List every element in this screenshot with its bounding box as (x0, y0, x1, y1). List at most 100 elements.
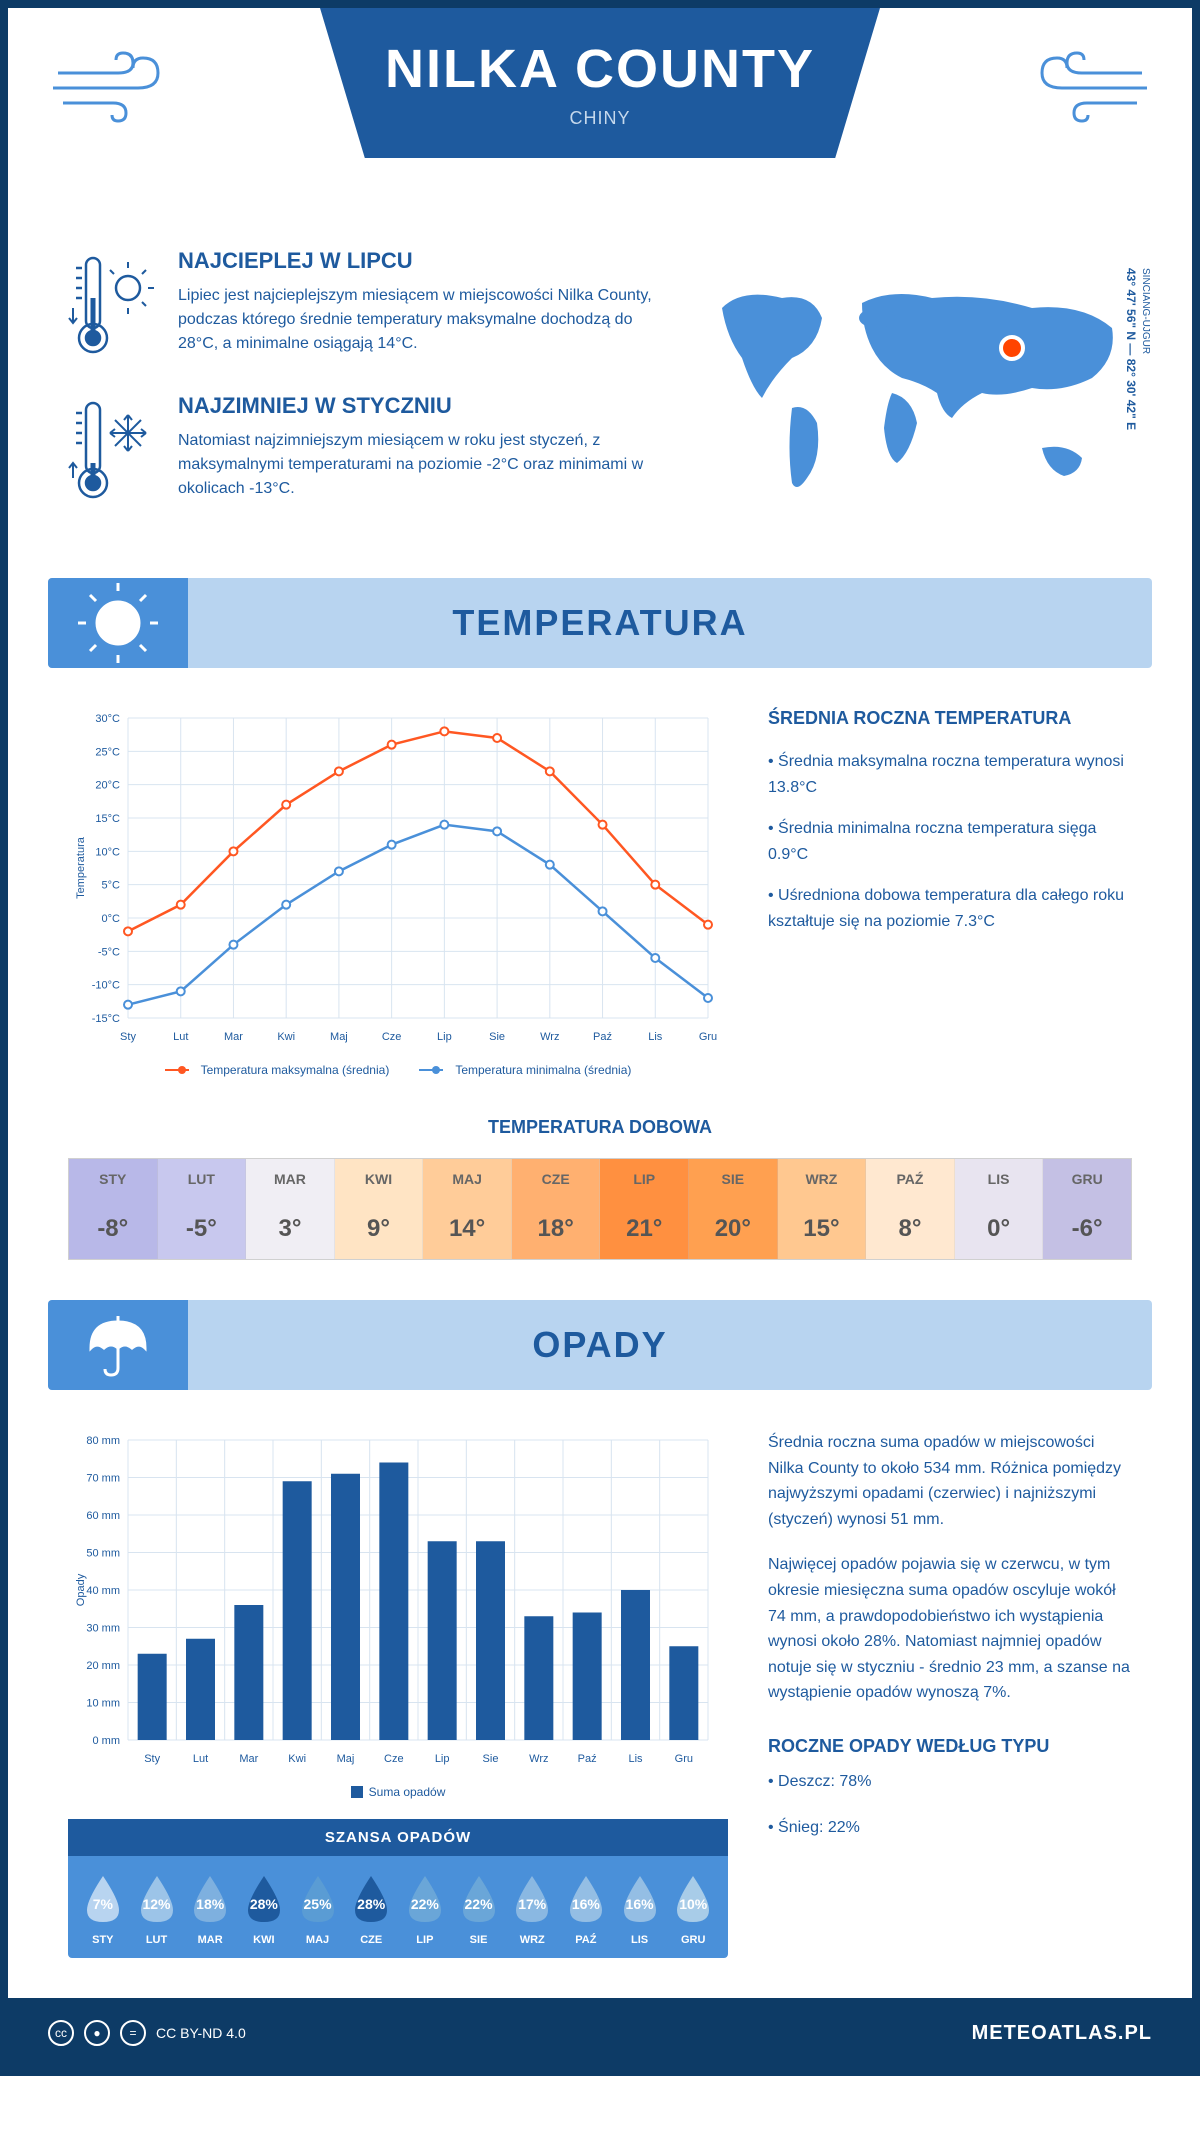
raindrop-icon: 28% (242, 1872, 286, 1926)
location-country: CHINY (320, 108, 880, 129)
rain-drop: 28%KWI (237, 1872, 291, 1946)
drop-percent: 17% (518, 1896, 546, 1912)
temp-cell-month: STY (69, 1159, 157, 1199)
raindrop-icon: 25% (296, 1872, 340, 1926)
coords-value: 43° 47' 56" N — 82° 30' 42" E (1124, 268, 1138, 430)
opady-header: OPADY (48, 1300, 1152, 1390)
precipitation-bar-chart: 0 mm10 mm20 mm30 mm40 mm50 mm60 mm70 mm8… (68, 1430, 728, 1799)
raindrop-icon: 17% (510, 1872, 554, 1926)
drop-percent: 28% (250, 1896, 278, 1912)
temp-cell: KWI9° (335, 1159, 424, 1259)
raindrop-icon: 10% (671, 1872, 715, 1926)
temp-cell-value: 0° (955, 1199, 1043, 1259)
temp-cell-month: MAJ (423, 1159, 511, 1199)
temp-cell-month: LIP (600, 1159, 688, 1199)
drop-percent: 25% (304, 1896, 332, 1912)
location-title: NILKA COUNTY (320, 38, 880, 100)
temperatura-info: ŚREDNIA ROCZNA TEMPERATURA • Średnia mak… (768, 708, 1132, 1077)
drop-month: SIE (452, 1934, 506, 1946)
svg-text:10°C: 10°C (95, 846, 120, 858)
warmest-text: Lipiec jest najcieplejszym miesiącem w m… (178, 284, 652, 356)
footer-license: cc ● = CC BY-ND 4.0 (48, 2020, 246, 2046)
svg-text:-10°C: -10°C (92, 980, 120, 992)
svg-text:Sie: Sie (489, 1031, 505, 1043)
temp-cell: MAR3° (246, 1159, 335, 1259)
daily-temp-section: TEMPERATURA DOBOWA STY-8°LUT-5°MAR3°KWI9… (8, 1117, 1192, 1300)
rain-drop: 16%LIS (613, 1872, 667, 1946)
opady-rain: • Deszcz: 78% (768, 1769, 1132, 1795)
rain-drop: 28%CZE (344, 1872, 398, 1946)
intro-text-column: NAJCIEPLEJ W LIPCU Lipiec jest najcieple… (68, 248, 652, 538)
drop-percent: 16% (572, 1896, 600, 1912)
temp-cell-value: 18° (512, 1199, 600, 1259)
temp-cell-value: 21° (600, 1199, 688, 1259)
svg-text:15°C: 15°C (95, 813, 120, 825)
raindrop-icon: 18% (188, 1872, 232, 1926)
svg-text:Paź: Paź (593, 1031, 612, 1043)
svg-text:Wrz: Wrz (540, 1031, 559, 1043)
svg-text:Sty: Sty (144, 1753, 160, 1765)
temp-cell-value: -6° (1043, 1199, 1131, 1259)
temp-cell: MAJ14° (423, 1159, 512, 1259)
raindrop-icon: 22% (457, 1872, 501, 1926)
temp-cell-month: WRZ (778, 1159, 866, 1199)
rain-drops-row: 7%STY12%LUT18%MAR28%KWI25%MAJ28%CZE22%LI… (68, 1856, 728, 1958)
temp-cell-month: MAR (246, 1159, 334, 1199)
drop-percent: 12% (142, 1896, 170, 1912)
svg-text:Sie: Sie (483, 1753, 499, 1765)
svg-text:Kwi: Kwi (288, 1753, 306, 1765)
temperatura-title: TEMPERATURA (452, 602, 747, 644)
rain-drop: 22%LIP (398, 1872, 452, 1946)
temp-cell-month: GRU (1043, 1159, 1131, 1199)
svg-text:Kwi: Kwi (277, 1031, 295, 1043)
svg-text:30 mm: 30 mm (86, 1623, 120, 1635)
coordinates: SINCIANG-UJGUR 43° 47' 56" N — 82° 30' 4… (1124, 268, 1152, 430)
rain-chance-title: SZANSA OPADÓW (68, 1819, 728, 1856)
temp-cell: STY-8° (69, 1159, 158, 1259)
raindrop-icon: 12% (135, 1872, 179, 1926)
raindrop-icon: 7% (81, 1872, 125, 1926)
svg-text:0°C: 0°C (102, 913, 121, 925)
drop-month: MAR (183, 1934, 237, 1946)
warmest-content: NAJCIEPLEJ W LIPCU Lipiec jest najcieple… (178, 248, 652, 363)
wind-icon (48, 38, 188, 133)
svg-text:10 mm: 10 mm (86, 1698, 120, 1710)
raindrop-icon: 28% (349, 1872, 393, 1926)
temp-cell-value: 9° (335, 1199, 423, 1259)
umbrella-icon (48, 1300, 188, 1390)
svg-text:Maj: Maj (337, 1753, 355, 1765)
svg-text:25°C: 25°C (95, 746, 120, 758)
svg-text:70 mm: 70 mm (86, 1473, 120, 1485)
temp-info-p3: • Uśredniona dobowa temperatura dla całe… (768, 883, 1132, 934)
cc-icon: cc (48, 2020, 74, 2046)
svg-text:40 mm: 40 mm (86, 1585, 120, 1597)
warmest-block: NAJCIEPLEJ W LIPCU Lipiec jest najcieple… (68, 248, 652, 363)
drop-month: LIP (398, 1934, 452, 1946)
rain-drop: 22% SIE (452, 1872, 506, 1946)
temp-info-title: ŚREDNIA ROCZNA TEMPERATURA (768, 708, 1132, 729)
svg-text:Wrz: Wrz (529, 1753, 548, 1765)
temp-cell-month: KWI (335, 1159, 423, 1199)
drop-month: LUT (130, 1934, 184, 1946)
intro-section: NAJCIEPLEJ W LIPCU Lipiec jest najcieple… (8, 228, 1192, 578)
temp-cell: LIP21° (600, 1159, 689, 1259)
temp-cell: CZE18° (512, 1159, 601, 1259)
header-banner: NILKA COUNTY CHINY (320, 8, 880, 158)
temp-cell-value: -8° (69, 1199, 157, 1259)
warmest-title: NAJCIEPLEJ W LIPCU (178, 248, 652, 274)
svg-text:Gru: Gru (699, 1031, 717, 1043)
temp-cell-value: 20° (689, 1199, 777, 1259)
drop-month: STY (76, 1934, 130, 1946)
svg-text:Opady: Opady (75, 1573, 87, 1606)
opady-chart-legend: Suma opadów (68, 1785, 728, 1799)
svg-text:50 mm: 50 mm (86, 1548, 120, 1560)
rain-drop: 12% LUT (130, 1872, 184, 1946)
region-label: SINCIANG-UJGUR (1140, 268, 1151, 354)
temp-cell-month: LUT (158, 1159, 246, 1199)
opady-snow: • Śnieg: 22% (768, 1815, 1132, 1841)
svg-text:Lut: Lut (193, 1753, 208, 1765)
svg-text:-5°C: -5°C (98, 946, 120, 958)
world-map (692, 248, 1132, 508)
temp-cell-month: LIS (955, 1159, 1043, 1199)
nd-icon: = (120, 2020, 146, 2046)
